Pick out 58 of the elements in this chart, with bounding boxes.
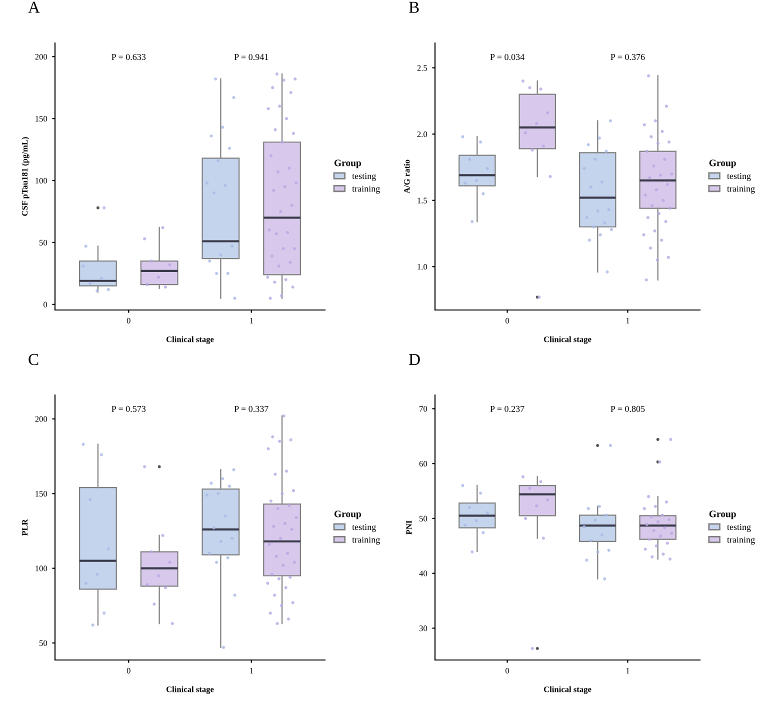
chart-title: C bbox=[28, 354, 38, 366]
y-tick-label: 50 bbox=[420, 516, 428, 522]
y-axis-title: CSF pTau181 (pg/mL) bbox=[22, 137, 30, 216]
annotation: P = 0.633 bbox=[112, 54, 146, 60]
legend-label: training bbox=[727, 536, 755, 545]
x-axis-title: Clinical stage bbox=[166, 336, 214, 344]
legend-title: Group bbox=[709, 160, 736, 168]
y-tick-label: 0 bbox=[44, 302, 48, 308]
x-tick-label: 0 bbox=[506, 668, 510, 674]
y-tick-label: 1.5 bbox=[418, 198, 428, 204]
y-axis-title: PNI bbox=[406, 520, 412, 535]
y-tick-label: 50 bbox=[40, 240, 48, 246]
x-tick-label: 1 bbox=[626, 668, 630, 674]
annotation: P = 0.376 bbox=[610, 54, 645, 60]
y-tick-label: 150 bbox=[36, 116, 48, 122]
annotation: P = 0.337 bbox=[234, 406, 268, 412]
legend-title: Group bbox=[709, 510, 736, 520]
y-tick-label: 100 bbox=[36, 178, 48, 184]
chart-title: B bbox=[408, 2, 419, 13]
annotation: P = 0.805 bbox=[610, 406, 645, 412]
x-tick-label: 1 bbox=[626, 318, 630, 324]
y-axis-title: PLR bbox=[22, 519, 28, 536]
x-axis-title: Clinical stage bbox=[544, 686, 592, 694]
y-tick-label: 150 bbox=[36, 490, 48, 497]
legend-label: testing bbox=[727, 172, 751, 181]
y-tick-label: 40 bbox=[419, 570, 428, 576]
chart-title: D bbox=[408, 354, 420, 365]
legend-label: testing bbox=[352, 524, 376, 532]
y-tick-label: 2.5 bbox=[417, 65, 428, 71]
chart-title: A bbox=[28, 2, 40, 13]
y-tick-label: 30 bbox=[419, 626, 428, 632]
x-tick-label: 1 bbox=[250, 668, 253, 674]
y-tick-label: 1.0 bbox=[418, 264, 428, 270]
annotation: P = 0.941 bbox=[234, 54, 268, 60]
y-tick-label: 2.0 bbox=[417, 131, 428, 138]
x-axis-title: Clinical stage bbox=[166, 686, 214, 694]
x-tick-label: 0 bbox=[126, 668, 130, 674]
y-tick-label: 70 bbox=[420, 406, 428, 412]
annotation: P = 0.237 bbox=[490, 406, 524, 412]
legend-label: testing bbox=[352, 172, 376, 181]
annotation: P = 0.034 bbox=[490, 54, 524, 60]
y-axis-title: A/G ratio bbox=[404, 160, 410, 194]
y-tick-label: 60 bbox=[419, 460, 428, 467]
legend-title: Group bbox=[334, 510, 361, 520]
legend-label: training bbox=[352, 536, 380, 545]
y-tick-label: 100 bbox=[36, 566, 48, 572]
legend-label: training bbox=[352, 186, 380, 194]
y-tick-label: 50 bbox=[40, 640, 48, 646]
legend-title: Group bbox=[334, 160, 361, 168]
x-tick-label: 0 bbox=[506, 318, 510, 324]
x-tick-label: 0 bbox=[126, 318, 130, 324]
x-axis-title: Clinical stage bbox=[544, 336, 592, 344]
legend-label: testing bbox=[727, 524, 751, 532]
legend-label: training bbox=[727, 186, 755, 194]
y-tick-label: 200 bbox=[35, 54, 48, 60]
annotation: P = 0.573 bbox=[112, 406, 146, 412]
y-tick-label: 200 bbox=[35, 416, 48, 422]
x-tick-label: 1 bbox=[250, 318, 253, 324]
